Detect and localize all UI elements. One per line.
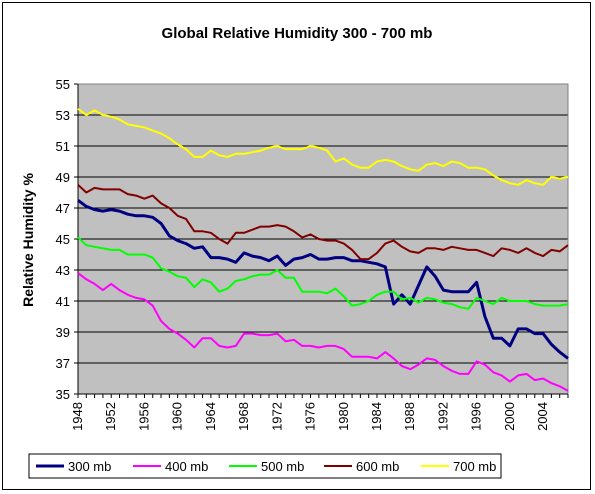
series-500mb-line — [77, 236, 569, 310]
x-tick-label: 1956 — [136, 402, 151, 431]
x-tick-label: 1976 — [303, 402, 318, 431]
series-300mb-legend-label: 300 mb — [68, 459, 111, 474]
y-tick-label: 49 — [56, 170, 70, 185]
series-600mb-line — [77, 184, 569, 261]
x-tick-label: 1980 — [336, 402, 351, 431]
y-axis-title: Relative Humidity % — [20, 173, 36, 307]
x-tick-label: 1988 — [402, 402, 417, 431]
series-700mb-legend-label: 700 mb — [453, 459, 496, 474]
x-tick-label: 1948 — [70, 402, 85, 431]
x-tick-label: 2000 — [502, 402, 517, 431]
plot-area: 35 37 39 41 43 45 47 49 51 53 55 1948 1952 1956 1960 19… — [56, 77, 569, 431]
series-400mb-legend-label: 400 mb — [165, 459, 208, 474]
legend: 300 mb 400 mb 500 mb 600 mb 700 mb — [28, 453, 502, 479]
x-tick-label: 1968 — [236, 402, 251, 431]
series-700mb-line — [77, 107, 569, 186]
chart-title: Global Relative Humidity 300 - 700 mb — [162, 25, 433, 42]
series-600mb-legend-label: 600 mb — [356, 459, 399, 474]
x-tick-label: 2004 — [535, 402, 550, 431]
y-tick-label: 55 — [56, 77, 70, 92]
y-tick-label: 53 — [56, 108, 70, 123]
x-tick-label: 1972 — [269, 402, 284, 431]
x-tick-label: 1964 — [203, 402, 218, 431]
y-tick-label: 47 — [56, 201, 70, 216]
x-tick-label: 1992 — [435, 402, 450, 431]
x-tick-label: 1952 — [103, 402, 118, 431]
series-400mb-line — [77, 272, 569, 392]
series-300mb-line — [77, 199, 569, 360]
y-tick-label: 39 — [56, 325, 70, 340]
x-tick-label: 1960 — [170, 402, 185, 431]
y-tick-label: 45 — [56, 232, 70, 247]
y-tick-label: 37 — [56, 356, 70, 371]
y-tick-label: 43 — [56, 263, 70, 278]
y-tick-label: 35 — [56, 387, 70, 402]
y-tick-label: 41 — [56, 294, 70, 309]
y-tick-label: 51 — [56, 139, 70, 154]
x-tick-label: 1996 — [469, 402, 484, 431]
x-tick-label: 1984 — [369, 402, 384, 431]
series-500mb-legend-label: 500 mb — [261, 459, 304, 474]
